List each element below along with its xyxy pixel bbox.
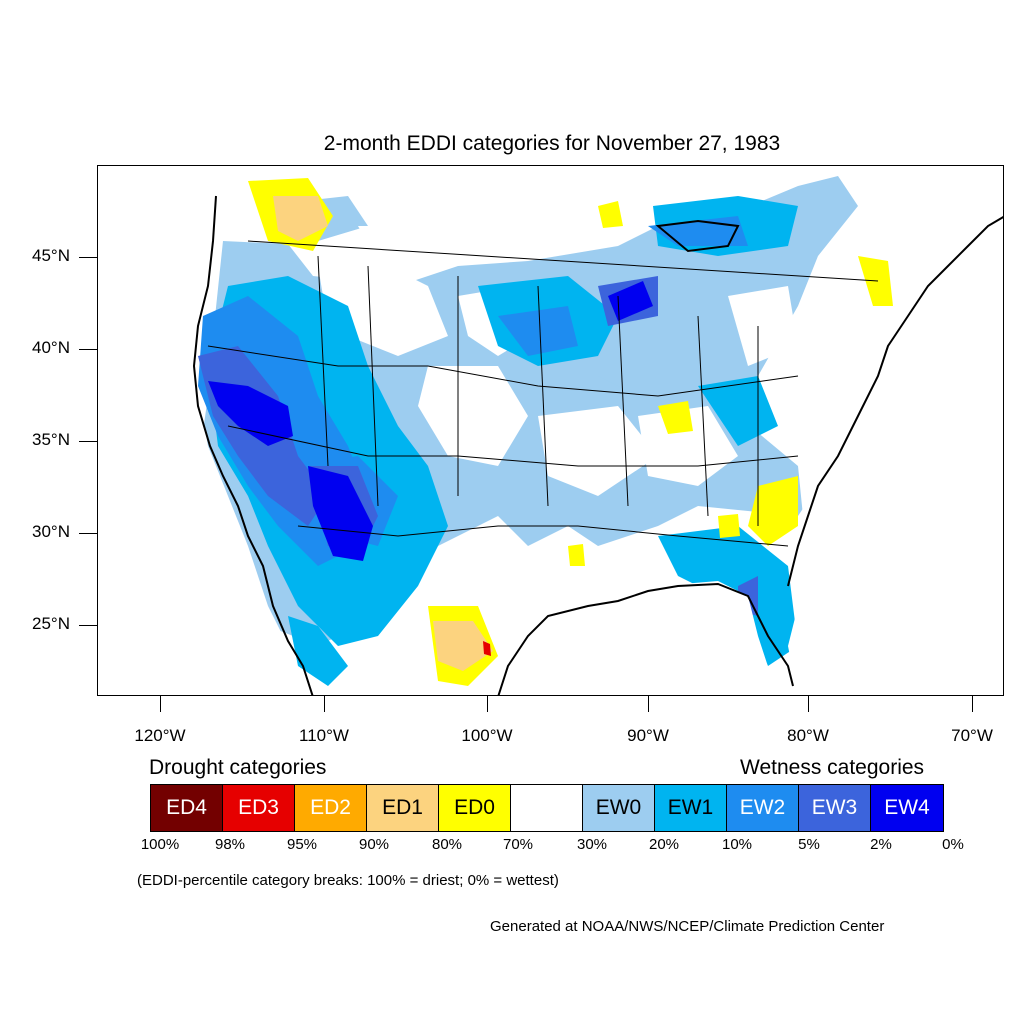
lat-label-25: 25°N (32, 614, 70, 633)
lon-tick-80 (808, 696, 809, 712)
eddi-map-canvas (98, 166, 1003, 695)
lon-tick-70 (972, 696, 973, 712)
lon-label-110: 110°W (299, 726, 349, 745)
lon-label-120: 120°W (134, 726, 186, 745)
pct-label: 70% (502, 836, 534, 853)
lat-label-40: 40°N (32, 338, 70, 357)
pct-label: 20% (648, 836, 680, 853)
lat-label-30: 30°N (32, 522, 70, 541)
legend-ew1: EW1 (655, 785, 727, 831)
lon-label-80: 80°W (787, 726, 829, 745)
legend-ew0: EW0 (583, 785, 655, 831)
pct-label: 10% (721, 836, 753, 853)
pct-label: 0% (942, 836, 964, 853)
lat-tick-45 (79, 257, 97, 258)
legend-ew2: EW2 (727, 785, 799, 831)
pct-label: 5% (798, 836, 820, 853)
drought-categories-title: Drought categories (149, 756, 327, 779)
pct-label: 80% (431, 836, 463, 853)
lon-tick-120 (160, 696, 161, 712)
lon-label-70: 70°W (951, 726, 993, 745)
pct-label: 90% (358, 836, 390, 853)
lon-tick-100 (487, 696, 488, 712)
lat-tick-40 (79, 349, 97, 350)
legend-ed1: ED1 (367, 785, 439, 831)
legend-ew3: EW3 (799, 785, 871, 831)
state-borders (207, 240, 879, 547)
pct-label: 100% (140, 836, 180, 853)
pct-label: 98% (214, 836, 246, 853)
lon-tick-110 (324, 696, 325, 712)
pct-label: 95% (286, 836, 318, 853)
lon-tick-90 (648, 696, 649, 712)
lat-label-45: 45°N (32, 246, 70, 265)
pct-label: 2% (870, 836, 892, 853)
category-breaks-note: (EDDI-percentile category breaks: 100% =… (137, 872, 559, 889)
legend-ed4: ED4 (151, 785, 223, 831)
ew4-regions (208, 281, 653, 561)
pct-label: 30% (576, 836, 608, 853)
legend-ed0: ED0 (439, 785, 511, 831)
legend-color-bar: ED4 ED3 ED2 ED1 ED0 EW0 EW1 EW2 EW3 EW4 (150, 784, 944, 832)
lat-tick-30 (79, 533, 97, 534)
lat-label-35: 35°N (32, 430, 70, 449)
legend-ew4: EW4 (871, 785, 943, 831)
credit-line: Generated at NOAA/NWS/NCEP/Climate Predi… (490, 918, 885, 935)
legend-ed3: ED3 (223, 785, 295, 831)
lon-label-90: 90°W (627, 726, 669, 745)
ed3-regions (483, 641, 491, 656)
map-title: 2-month EDDI categories for November 27,… (323, 132, 781, 155)
legend-ed2: ED2 (295, 785, 367, 831)
lat-tick-35 (79, 441, 97, 442)
wetness-categories-title: Wetness categories (740, 756, 925, 779)
ocean-mask (98, 166, 1003, 695)
coastlines (192, 195, 1003, 695)
lat-tick-25 (79, 625, 97, 626)
legend-normal (511, 785, 583, 831)
lon-label-100: 100°W (461, 726, 513, 745)
eddi-map (97, 165, 1004, 696)
